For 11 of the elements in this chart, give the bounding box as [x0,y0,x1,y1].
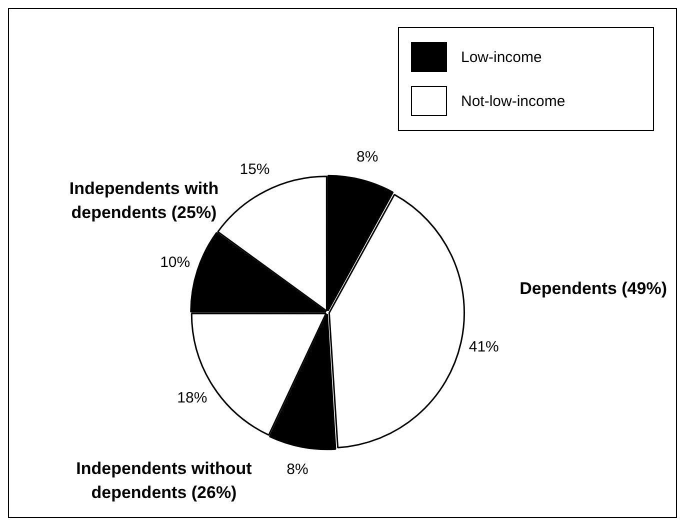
legend-label: Not-low-income [461,92,566,110]
text: Independents with dependents (25%) [68,178,220,224]
data-label: 8% [356,148,378,166]
data-label: 15% [240,160,270,178]
legend-label: Low-income [461,48,542,66]
text: Dependents (49%) [518,278,667,300]
data-label: 10% [160,254,190,272]
data-label: 18% [177,390,208,407]
text: Independents without dependents (26%) [75,458,253,504]
data-label: 8% [286,461,308,478]
data-label: 41% [468,338,499,356]
